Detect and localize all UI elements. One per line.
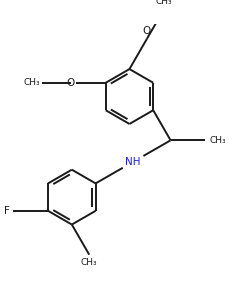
Text: CH₃: CH₃ bbox=[23, 78, 40, 87]
Text: F: F bbox=[4, 206, 10, 216]
Text: CH₃: CH₃ bbox=[155, 0, 172, 6]
Text: CH₃: CH₃ bbox=[81, 258, 97, 267]
Text: CH₃: CH₃ bbox=[208, 136, 225, 145]
Text: O: O bbox=[66, 78, 74, 88]
Text: NH: NH bbox=[125, 157, 140, 167]
Text: O: O bbox=[142, 26, 150, 36]
